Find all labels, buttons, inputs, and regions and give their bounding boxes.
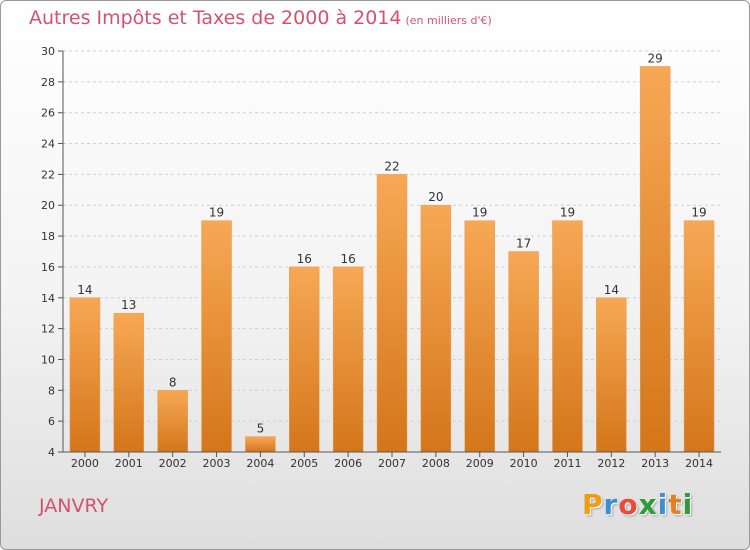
y-tick-label: 30	[41, 45, 55, 58]
chart-subtitle: (en milliers d'€)	[405, 14, 492, 27]
bar-value-label: 5	[257, 422, 265, 436]
x-tick-label: 2012	[597, 457, 625, 470]
chart-title: Autres Impôts et Taxes de 2000 à 2014 (en…	[29, 7, 492, 29]
bars-layer	[69, 66, 715, 453]
commune-name: JANVRY	[39, 495, 109, 517]
logo-letter: r	[603, 488, 619, 521]
bar-2003	[201, 220, 232, 453]
logo-letter: P	[582, 488, 604, 521]
bar-2012	[596, 297, 627, 453]
x-tick-label: 2005	[290, 457, 318, 470]
bar-value-label: 14	[77, 283, 92, 297]
bar-2008	[420, 204, 452, 453]
x-tick-label: 2011	[553, 457, 581, 470]
y-tick-label: 22	[41, 168, 55, 181]
proxiti-logo[interactable]: Proxiti	[582, 488, 693, 524]
bar-2014	[683, 220, 715, 453]
labels-layer: 14 13 8 19 5 16 16 22 20 19 17 19 14 29 19	[77, 51, 706, 435]
x-tick-label: 2000	[71, 457, 99, 470]
bar-value-label: 29	[648, 51, 663, 65]
logo-letter: i	[657, 488, 669, 521]
chart-title-text: Autres Impôts et Taxes de 2000 à 2014	[29, 7, 402, 29]
bar-2001	[113, 312, 145, 453]
bar-value-label: 19	[209, 206, 224, 220]
bar-value-label: 22	[384, 159, 399, 173]
bar-value-label: 14	[604, 283, 619, 297]
y-tick-label: 10	[41, 353, 55, 366]
y-tick-label: 6	[48, 415, 55, 428]
x-tick-label: 2007	[378, 457, 406, 470]
y-tick-label: 18	[41, 230, 55, 243]
y-tick-label: 4	[48, 446, 55, 459]
bar-2007	[376, 174, 408, 453]
x-tick-label: 2001	[115, 457, 143, 470]
bar-2009	[464, 220, 495, 453]
y-tick-label: 16	[41, 261, 55, 274]
bar-2005	[289, 266, 320, 453]
logo-letter: x	[638, 488, 658, 521]
bar-2000	[69, 297, 101, 453]
bar-value-label: 19	[472, 206, 487, 220]
x-tick-label: 2006	[334, 457, 362, 470]
bar-2002	[157, 390, 188, 453]
axis-layer: 4 6 8 10 12 14 16 18 20 22 24 26 28 30 2000 2001 2002 200…	[41, 45, 721, 470]
bar-value-label: 19	[691, 206, 706, 220]
x-tick-label: 2013	[641, 457, 669, 470]
y-tick-label: 14	[41, 292, 55, 305]
x-tick-label: 2014	[685, 457, 713, 470]
logo-letter: t	[668, 488, 683, 521]
bar-value-label: 17	[516, 237, 531, 251]
y-tick-label: 12	[41, 323, 55, 336]
y-tick-label: 24	[41, 138, 55, 151]
logo-letter: i	[682, 488, 694, 521]
y-tick-label: 20	[41, 199, 55, 212]
bar-value-label: 16	[297, 252, 312, 266]
y-tick-label: 8	[48, 384, 55, 397]
bar-value-label: 16	[340, 252, 355, 266]
bar-2004	[245, 436, 276, 453]
bar-value-label: 19	[560, 206, 575, 220]
y-tick-label: 28	[41, 76, 55, 89]
bar-2010	[508, 251, 539, 453]
x-tick-label: 2010	[510, 457, 538, 470]
y-tick-label: 26	[41, 107, 55, 120]
bar-value-label: 8	[169, 375, 177, 389]
x-tick-label: 2008	[422, 457, 450, 470]
bar-value-label: 13	[121, 298, 136, 312]
x-tick-label: 2003	[203, 457, 231, 470]
bar-2006	[332, 266, 364, 453]
x-tick-label: 2002	[159, 457, 187, 470]
logo-letter: o	[618, 488, 639, 521]
x-tick-label: 2004	[246, 457, 274, 470]
bar-2013	[639, 66, 671, 453]
bar-2011	[552, 220, 583, 453]
x-tick-label: 2009	[466, 457, 494, 470]
bar-value-label: 20	[428, 190, 443, 204]
